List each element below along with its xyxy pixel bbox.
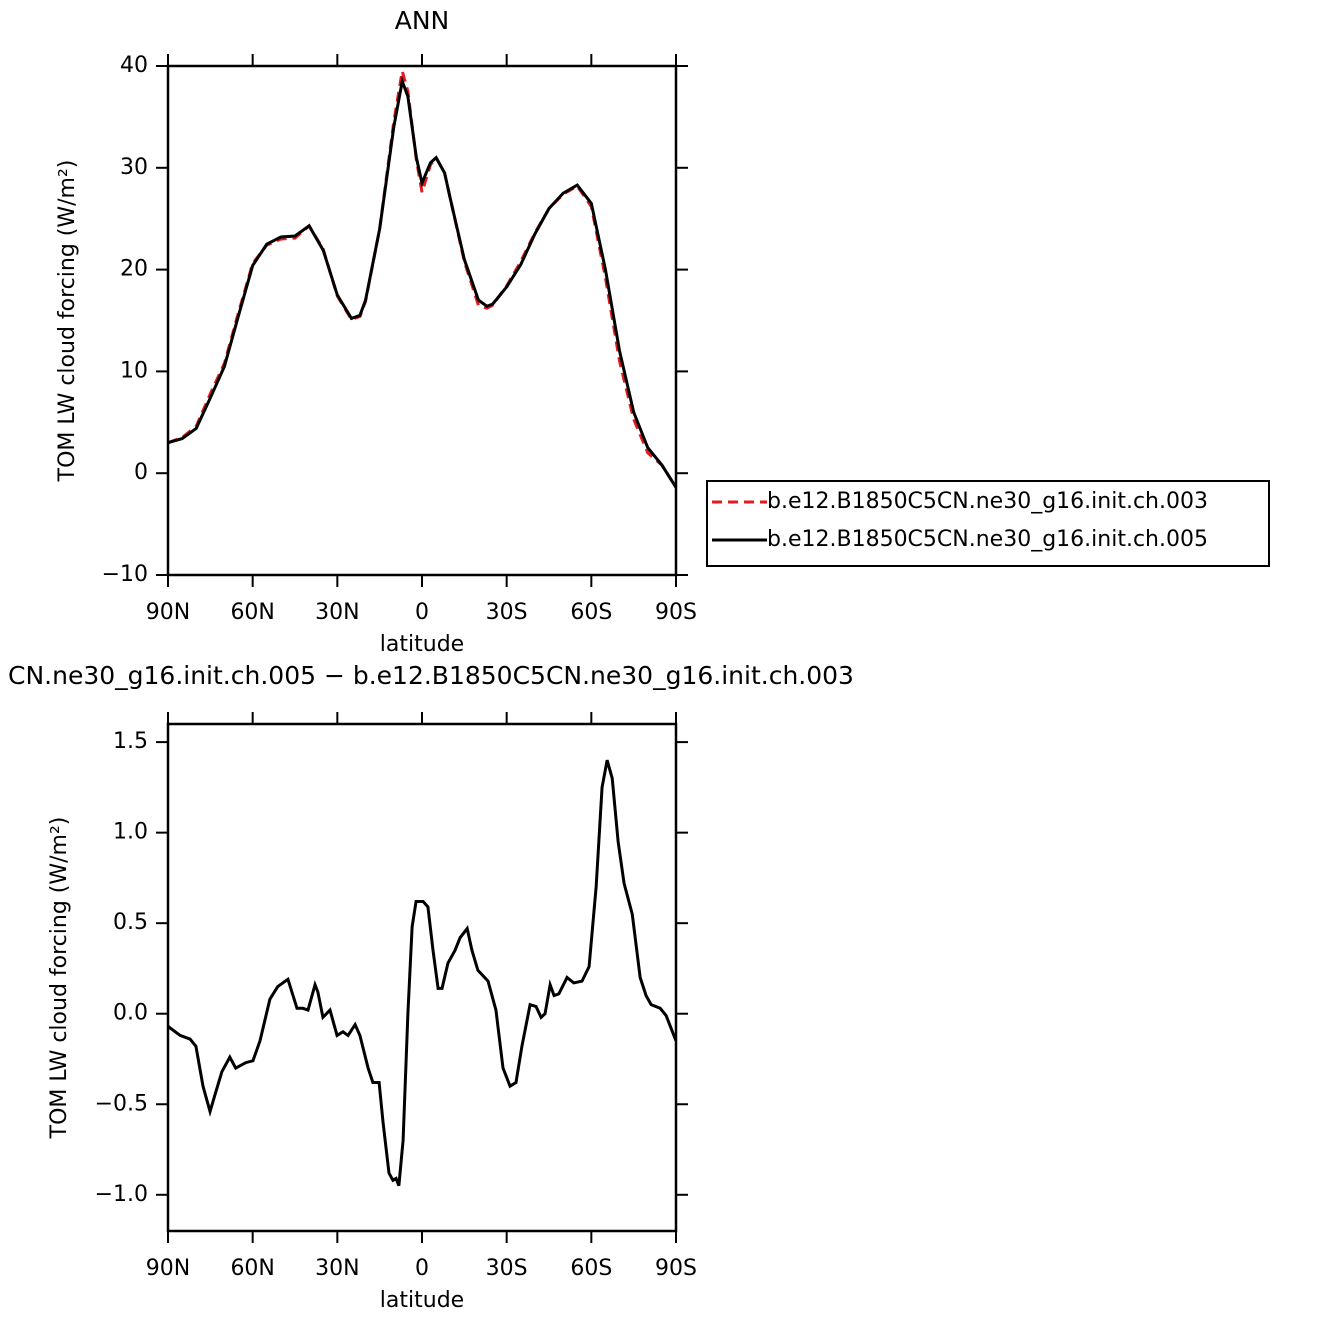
y-tick-label: 30 xyxy=(120,155,148,180)
y-tick-label: 40 xyxy=(120,53,148,78)
y-tick-label: 0.0 xyxy=(113,1001,148,1026)
x-tick-label: 30S xyxy=(486,600,528,625)
x-tick-label: 60S xyxy=(570,600,612,625)
y-tick-label: 20 xyxy=(120,257,148,282)
x-tick-label: 90N xyxy=(146,1256,190,1281)
x-tick-label: 90N xyxy=(146,600,190,625)
x-tick-label: 90S xyxy=(655,600,697,625)
y-tick-label: 0.5 xyxy=(113,910,148,935)
y-tick-label: −0.5 xyxy=(95,1091,148,1116)
x-tick-label: 60N xyxy=(230,1256,274,1281)
x-tick-label: 60S xyxy=(570,1256,612,1281)
x-tick-label: 90S xyxy=(655,1256,697,1281)
x-axis-label: latitude xyxy=(380,632,464,657)
plot-frame xyxy=(166,64,678,577)
x-tick-label: 0 xyxy=(415,1256,429,1281)
plot-frame xyxy=(166,722,678,1233)
y-tick-label: 1.5 xyxy=(113,729,148,754)
y-tick-label: 0 xyxy=(134,460,148,485)
y-tick-label: −1.0 xyxy=(95,1182,148,1207)
data-line xyxy=(167,759,678,1187)
x-tick-label: 30N xyxy=(315,600,359,625)
x-tick-label: 30N xyxy=(315,1256,359,1281)
legend-label: b.e12.B1850C5CN.ne30_g16.init.ch.003 xyxy=(767,489,1208,514)
data-line xyxy=(167,70,678,489)
y-axis-label: TOM LW cloud forcing (W/m²) xyxy=(55,160,80,483)
legend-label: b.e12.B1850C5CN.ne30_g16.init.ch.005 xyxy=(767,527,1208,552)
x-tick-label: 30S xyxy=(486,1256,528,1281)
y-axis-label: TOM LW cloud forcing (W/m²) xyxy=(47,817,72,1140)
data-line xyxy=(167,75,678,489)
y-tick-label: 10 xyxy=(120,358,148,383)
legend-box xyxy=(706,480,1270,567)
chart-title: CN.ne30_g16.init.ch.005 − b.e12.B1850C5C… xyxy=(8,661,854,690)
y-tick-label: −10 xyxy=(102,562,148,587)
chart-title: ANN xyxy=(395,6,450,35)
x-tick-label: 0 xyxy=(415,600,429,625)
x-axis-label: latitude xyxy=(380,1288,464,1313)
y-tick-label: 1.0 xyxy=(113,820,148,845)
x-tick-label: 60N xyxy=(230,600,274,625)
